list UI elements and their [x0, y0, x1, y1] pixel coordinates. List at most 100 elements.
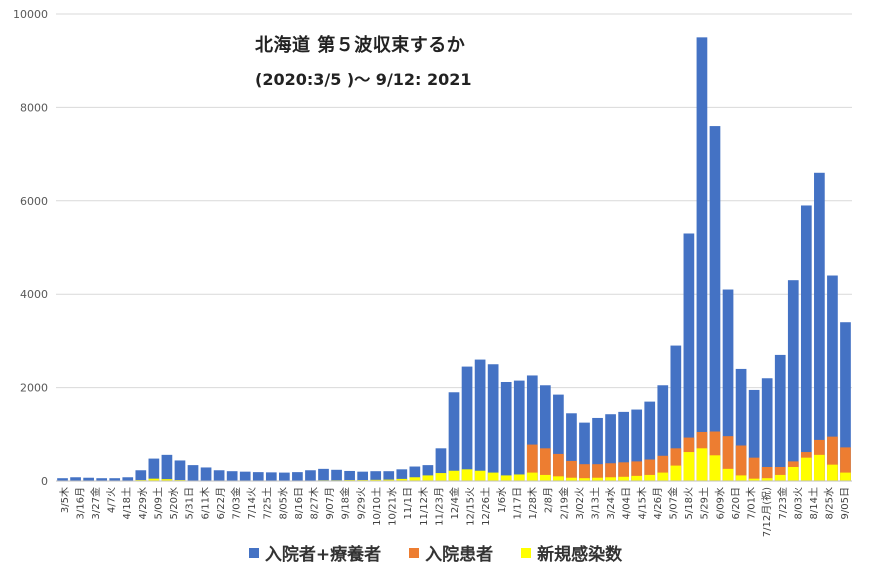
- bar-series-0: [109, 478, 121, 481]
- bar-series-1: [539, 448, 551, 481]
- y-tick-label: 6000: [20, 195, 48, 208]
- x-tick-label: 10/10土: [370, 487, 383, 526]
- bar-series-0: [618, 411, 629, 481]
- bar-series-0: [96, 478, 108, 481]
- bar-series-2: [461, 469, 473, 481]
- bar-series-2: [448, 470, 460, 481]
- x-tick-label: 5/18火: [683, 487, 695, 519]
- bar-series-0: [279, 472, 290, 481]
- bar-series-2: [735, 475, 747, 481]
- bar-series-0: [735, 368, 747, 481]
- x-tick-label: 11/23月: [433, 487, 445, 526]
- y-tick-label: 0: [41, 475, 48, 488]
- bar-series-2: [709, 455, 721, 481]
- bar-series-2: [539, 474, 551, 481]
- x-tick-label: 1/28木: [527, 487, 539, 519]
- bar-series-0: [840, 322, 851, 481]
- bar-series-0: [135, 470, 147, 481]
- y-tick-label: 10000: [13, 8, 48, 21]
- bar-series-0: [422, 465, 434, 481]
- bar-series-0: [774, 354, 786, 481]
- bar-series-2: [526, 472, 538, 481]
- x-tick-label: 8/03火: [792, 487, 804, 519]
- x-tick-label: 8/14土: [807, 487, 820, 519]
- bar-series-2: [827, 464, 838, 481]
- x-tick-label: 5/20水: [168, 487, 180, 519]
- x-tick-label: 7/12月(祝): [760, 487, 773, 537]
- bar-series-0: [122, 477, 134, 481]
- legend-label-series-0: 入院者+療養者: [264, 545, 382, 565]
- bar-series-0: [800, 205, 812, 481]
- bar-series-0: [370, 471, 382, 481]
- y-tick-label: 2000: [20, 382, 48, 395]
- legend-item-series-2: 新規感染数: [521, 540, 622, 565]
- chart-title: 北海道 第５波収束するか: [255, 35, 466, 56]
- x-tick-label: 3/13土: [588, 487, 601, 519]
- bar-series-2: [840, 472, 851, 481]
- bar-series-0: [592, 417, 603, 481]
- bar-series-0: [435, 448, 447, 481]
- bar-series-0: [318, 468, 329, 481]
- bar-series-2: [683, 452, 695, 481]
- bar-series-2: [800, 457, 812, 481]
- x-tick-label: 5/09土: [151, 487, 164, 519]
- bar-series-2: [579, 478, 590, 481]
- bar-series-0: [709, 126, 721, 481]
- bar-series-0: [683, 233, 695, 481]
- bar-series-1: [748, 457, 760, 481]
- bar-series-2: [722, 468, 734, 481]
- bar-series-2: [409, 477, 421, 481]
- y-tick-label: 4000: [20, 288, 48, 301]
- x-tick-label: 9/07月: [324, 487, 336, 519]
- x-tick-label: 5/31日: [185, 487, 196, 519]
- bar-series-0: [474, 359, 486, 481]
- bar-series-1: [774, 466, 786, 481]
- bar-series-0: [579, 422, 590, 481]
- bar-series-0: [187, 465, 199, 481]
- bar-series-0: [722, 289, 734, 481]
- bar-series-2: [370, 479, 382, 481]
- bar-series-0: [644, 401, 656, 481]
- x-tick-label: 4/15木: [636, 487, 648, 519]
- bar-series-0: [526, 375, 538, 481]
- bar-series-0: [827, 275, 838, 481]
- bar-series-1: [735, 445, 747, 481]
- bar-series-2: [696, 448, 708, 481]
- bar-series-0: [292, 472, 303, 481]
- bar-series-1: [553, 453, 564, 481]
- x-tick-label: 6/11木: [199, 487, 211, 519]
- x-tick-label: 3/16月: [74, 487, 86, 519]
- bar-series-1: [644, 459, 656, 481]
- bar-series-0: [631, 409, 643, 481]
- bar-series-0: [513, 380, 525, 481]
- bar-series-0: [174, 460, 186, 481]
- bar-series-2: [631, 475, 643, 481]
- bar-series-0: [448, 392, 460, 481]
- bar-series-2: [605, 477, 616, 481]
- bar-series-2: [487, 472, 499, 481]
- x-tick-label: 5/07金: [667, 487, 680, 519]
- bar-series-0: [696, 37, 708, 481]
- bar-series-0: [748, 389, 760, 481]
- x-tick-label: 6/22月: [215, 487, 227, 519]
- x-tick-label: 2/8月: [543, 487, 555, 513]
- x-tick-label: 9/18金: [339, 487, 352, 519]
- x-tick-label: 4/26月: [652, 487, 664, 519]
- legend-swatch-series-2: [521, 547, 532, 558]
- x-tick-label: 3/24水: [605, 487, 617, 519]
- bar-series-1: [579, 464, 590, 481]
- x-tick-label: 8/25水: [824, 487, 836, 519]
- bar-series-0: [57, 478, 68, 481]
- bar-series-0: [605, 414, 616, 481]
- x-tick-label: 4/29水: [137, 487, 149, 519]
- bar-series-0: [344, 470, 355, 481]
- bar-series-2: [435, 473, 447, 481]
- legend-label-series-2: 新規感染数: [537, 545, 623, 565]
- bar-series-1: [566, 460, 577, 481]
- x-tick-label: 3/27金: [89, 487, 102, 519]
- x-tick-label: 7/25土: [261, 487, 274, 519]
- bar-series-2: [383, 479, 395, 481]
- x-tick-label: 8/27木: [309, 487, 321, 519]
- bar-series-0: [657, 385, 669, 481]
